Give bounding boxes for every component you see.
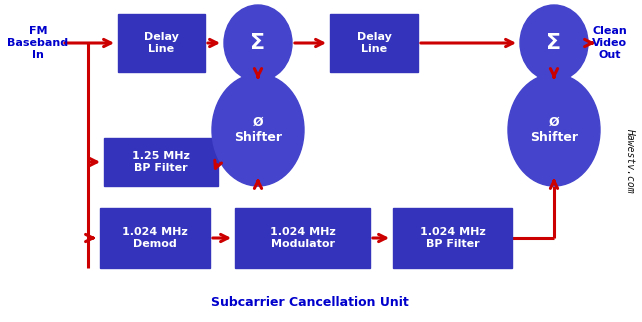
FancyBboxPatch shape — [235, 208, 370, 268]
FancyBboxPatch shape — [330, 14, 418, 72]
Text: Σ: Σ — [546, 33, 562, 53]
Text: Subcarrier Cancellation Unit: Subcarrier Cancellation Unit — [211, 296, 409, 308]
Text: Delay
Line: Delay Line — [356, 32, 392, 54]
Ellipse shape — [520, 5, 588, 81]
Text: 1.024 MHz
Modulator: 1.024 MHz Modulator — [270, 227, 335, 250]
Ellipse shape — [224, 5, 292, 81]
FancyBboxPatch shape — [100, 208, 210, 268]
Text: Ø
Shifter: Ø Shifter — [234, 116, 282, 144]
Ellipse shape — [508, 74, 600, 186]
Text: Delay
Line: Delay Line — [144, 32, 179, 54]
Ellipse shape — [212, 74, 304, 186]
FancyBboxPatch shape — [118, 14, 205, 72]
Text: Hawestv.com: Hawestv.com — [625, 128, 635, 192]
Text: Ø
Shifter: Ø Shifter — [530, 116, 578, 144]
FancyBboxPatch shape — [393, 208, 512, 268]
Text: Clean
Video
Out: Clean Video Out — [593, 26, 628, 61]
Text: 1.024 MHz
BP Filter: 1.024 MHz BP Filter — [420, 227, 485, 250]
Text: Σ: Σ — [250, 33, 266, 53]
Text: FM
Baseband
In: FM Baseband In — [8, 26, 69, 61]
FancyBboxPatch shape — [104, 138, 218, 186]
Text: 1.024 MHz
Demod: 1.024 MHz Demod — [122, 227, 188, 250]
Text: 1.25 MHz
BP Filter: 1.25 MHz BP Filter — [132, 151, 190, 174]
